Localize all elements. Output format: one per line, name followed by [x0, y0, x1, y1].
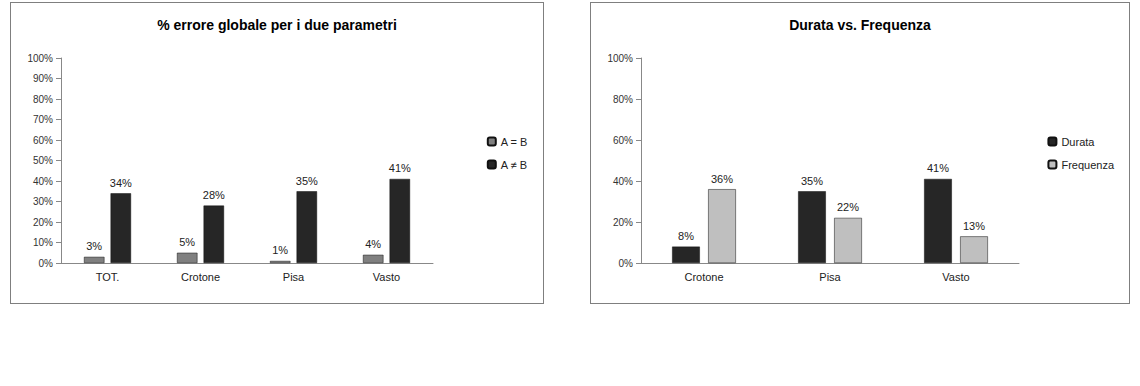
svg-text:10%: 10% [33, 237, 53, 248]
svg-text:Durata: Durata [1061, 136, 1095, 148]
svg-text:20%: 20% [613, 217, 633, 228]
svg-text:5%: 5% [179, 236, 195, 248]
svg-text:100%: 100% [607, 53, 633, 64]
svg-text:Durata vs. Frequenza: Durata vs. Frequenza [789, 17, 931, 33]
svg-text:41%: 41% [389, 162, 411, 174]
svg-text:30%: 30% [33, 196, 53, 207]
svg-text:4%: 4% [365, 238, 381, 250]
svg-text:80%: 80% [33, 94, 53, 105]
svg-text:100%: 100% [27, 53, 53, 64]
svg-text:% errore globale per i due par: % errore globale per i due parametri [157, 17, 397, 33]
svg-text:36%: 36% [711, 173, 733, 185]
svg-text:35%: 35% [296, 175, 318, 187]
svg-text:Vasto: Vasto [942, 271, 969, 283]
svg-text:40%: 40% [613, 176, 633, 187]
svg-text:28%: 28% [203, 189, 225, 201]
svg-text:Pisa: Pisa [283, 271, 305, 283]
svg-text:13%: 13% [963, 220, 985, 232]
svg-text:80%: 80% [613, 94, 633, 105]
svg-text:8%: 8% [678, 230, 694, 242]
svg-text:Crotone: Crotone [684, 271, 723, 283]
svg-text:40%: 40% [33, 176, 53, 187]
svg-text:0%: 0% [39, 258, 54, 269]
svg-text:Vasto: Vasto [373, 271, 400, 283]
svg-text:3%: 3% [86, 240, 102, 252]
svg-text:22%: 22% [837, 201, 859, 213]
svg-text:Frequenza: Frequenza [1061, 159, 1114, 171]
svg-text:70%: 70% [33, 114, 53, 125]
svg-text:34%: 34% [110, 177, 132, 189]
svg-text:60%: 60% [613, 135, 633, 146]
svg-text:A ≠ B: A ≠ B [501, 159, 527, 171]
svg-text:35%: 35% [801, 175, 823, 187]
svg-text:60%: 60% [33, 135, 53, 146]
svg-text:90%: 90% [33, 73, 53, 84]
svg-text:1%: 1% [272, 244, 288, 256]
svg-text:50%: 50% [33, 155, 53, 166]
svg-text:Crotone: Crotone [181, 271, 220, 283]
svg-text:41%: 41% [927, 162, 949, 174]
svg-text:20%: 20% [33, 217, 53, 228]
svg-text:TOT.: TOT. [96, 271, 120, 283]
svg-text:A = B: A = B [501, 136, 528, 148]
svg-text:0%: 0% [619, 258, 634, 269]
svg-text:Pisa: Pisa [819, 271, 841, 283]
